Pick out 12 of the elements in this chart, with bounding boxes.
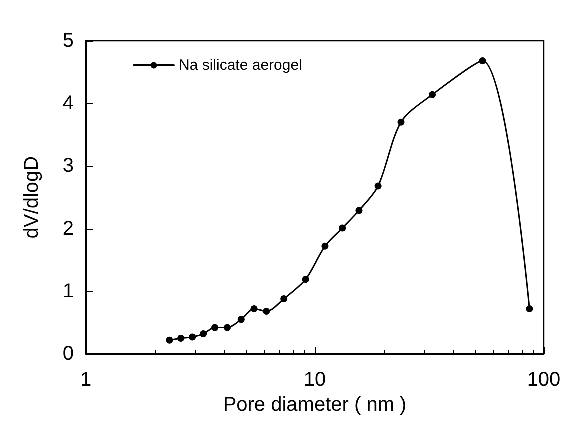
x-axis-title: Pore diameter ( nm ) — [223, 394, 407, 416]
legend-label: Na silicate aerogel — [179, 57, 302, 74]
y-tick-label: 1 — [62, 280, 74, 302]
x-tick-label: 10 — [304, 369, 326, 392]
y-tick-label: 5 — [62, 30, 74, 52]
x-tick-label: 100 — [527, 369, 561, 392]
y-tick-label: 2 — [62, 218, 74, 240]
y-axis-title: dV/dlogD — [21, 156, 43, 239]
y-tick-label: 0 — [62, 343, 74, 366]
x-tick-label: 1 — [80, 369, 92, 392]
y-tick-label: 3 — [62, 155, 74, 178]
y-tick-label: 4 — [62, 92, 74, 115]
